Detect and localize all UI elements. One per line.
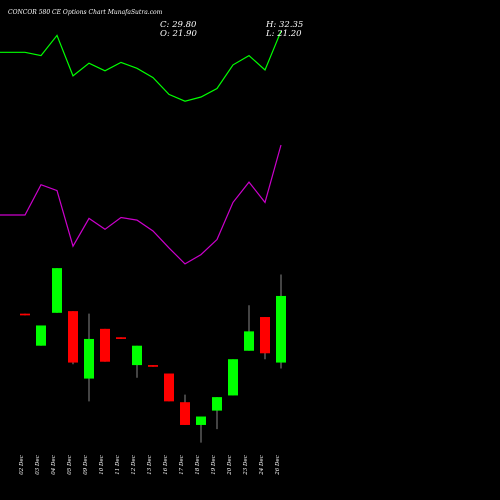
x-tick-label: 02 Dec [19,455,25,475]
candle [36,325,46,346]
x-tick-label: 19 Dec [211,455,217,475]
candle [212,397,222,430]
upper-band-line [0,30,282,102]
candle [196,416,206,443]
candle-body [36,325,46,346]
candle-body [84,338,94,379]
candle [164,373,174,402]
x-tick-label: 09 Dec [83,455,89,475]
x-tick-label: 23 Dec [243,455,249,476]
candle [132,345,142,378]
x-tick-label: 26 Dec [275,455,281,476]
high-value: H: 32.35 [266,20,304,30]
candle [84,313,94,402]
candle [260,317,270,360]
candle-body [260,317,270,354]
x-tick-label: 18 Dec [195,455,201,475]
close-value: C: 29.80 [160,20,197,30]
candles [20,268,286,443]
candle [228,359,238,396]
candle-body [228,359,238,396]
x-axis-labels: 02 Dec 03 Dec 04 Dec 05 Dec 09 Dec 10 Dec 11 D… [19,455,281,476]
candle [20,313,30,316]
x-tick-label: 05 Dec [67,455,73,475]
x-tick-label: 20 Dec [227,455,233,476]
candle-body [20,313,30,316]
candle-body [52,268,62,313]
candle-body [276,295,286,363]
low-value: L: 21.20 [266,29,302,39]
candle [180,394,190,425]
candle-body [116,337,126,339]
candle [52,268,62,313]
x-tick-label: 04 Dec [51,455,57,475]
open-value: O: 21.90 [160,29,197,39]
x-tick-label: 16 Dec [163,455,169,475]
candle [68,311,78,365]
candle-body [212,397,222,411]
candle [100,328,110,362]
lower-band-line [0,144,282,265]
band-lines [0,30,282,265]
candle [244,305,254,351]
candle [148,365,158,367]
candle-body [180,402,190,425]
x-tick-label: 12 Dec [131,455,137,475]
x-tick-label: 03 Dec [35,455,41,475]
x-tick-label: 17 Dec [179,455,185,475]
x-tick-label: 10 Dec [99,455,105,475]
candle [276,274,286,369]
x-tick-label: 13 Dec [147,455,153,475]
x-tick-label: 11 Dec [115,455,121,475]
chart-title: CONCOR 580 CE Options Chart MunafaSutra.… [8,9,163,16]
candle-body [196,416,206,425]
candle-body [244,331,254,351]
candle-body [132,345,142,366]
candle-body [148,365,158,367]
candle-body [100,328,110,362]
candle-body [68,311,78,363]
candle-body [164,373,174,402]
candle [116,337,126,339]
x-tick-label: 24 Dec [259,455,265,476]
